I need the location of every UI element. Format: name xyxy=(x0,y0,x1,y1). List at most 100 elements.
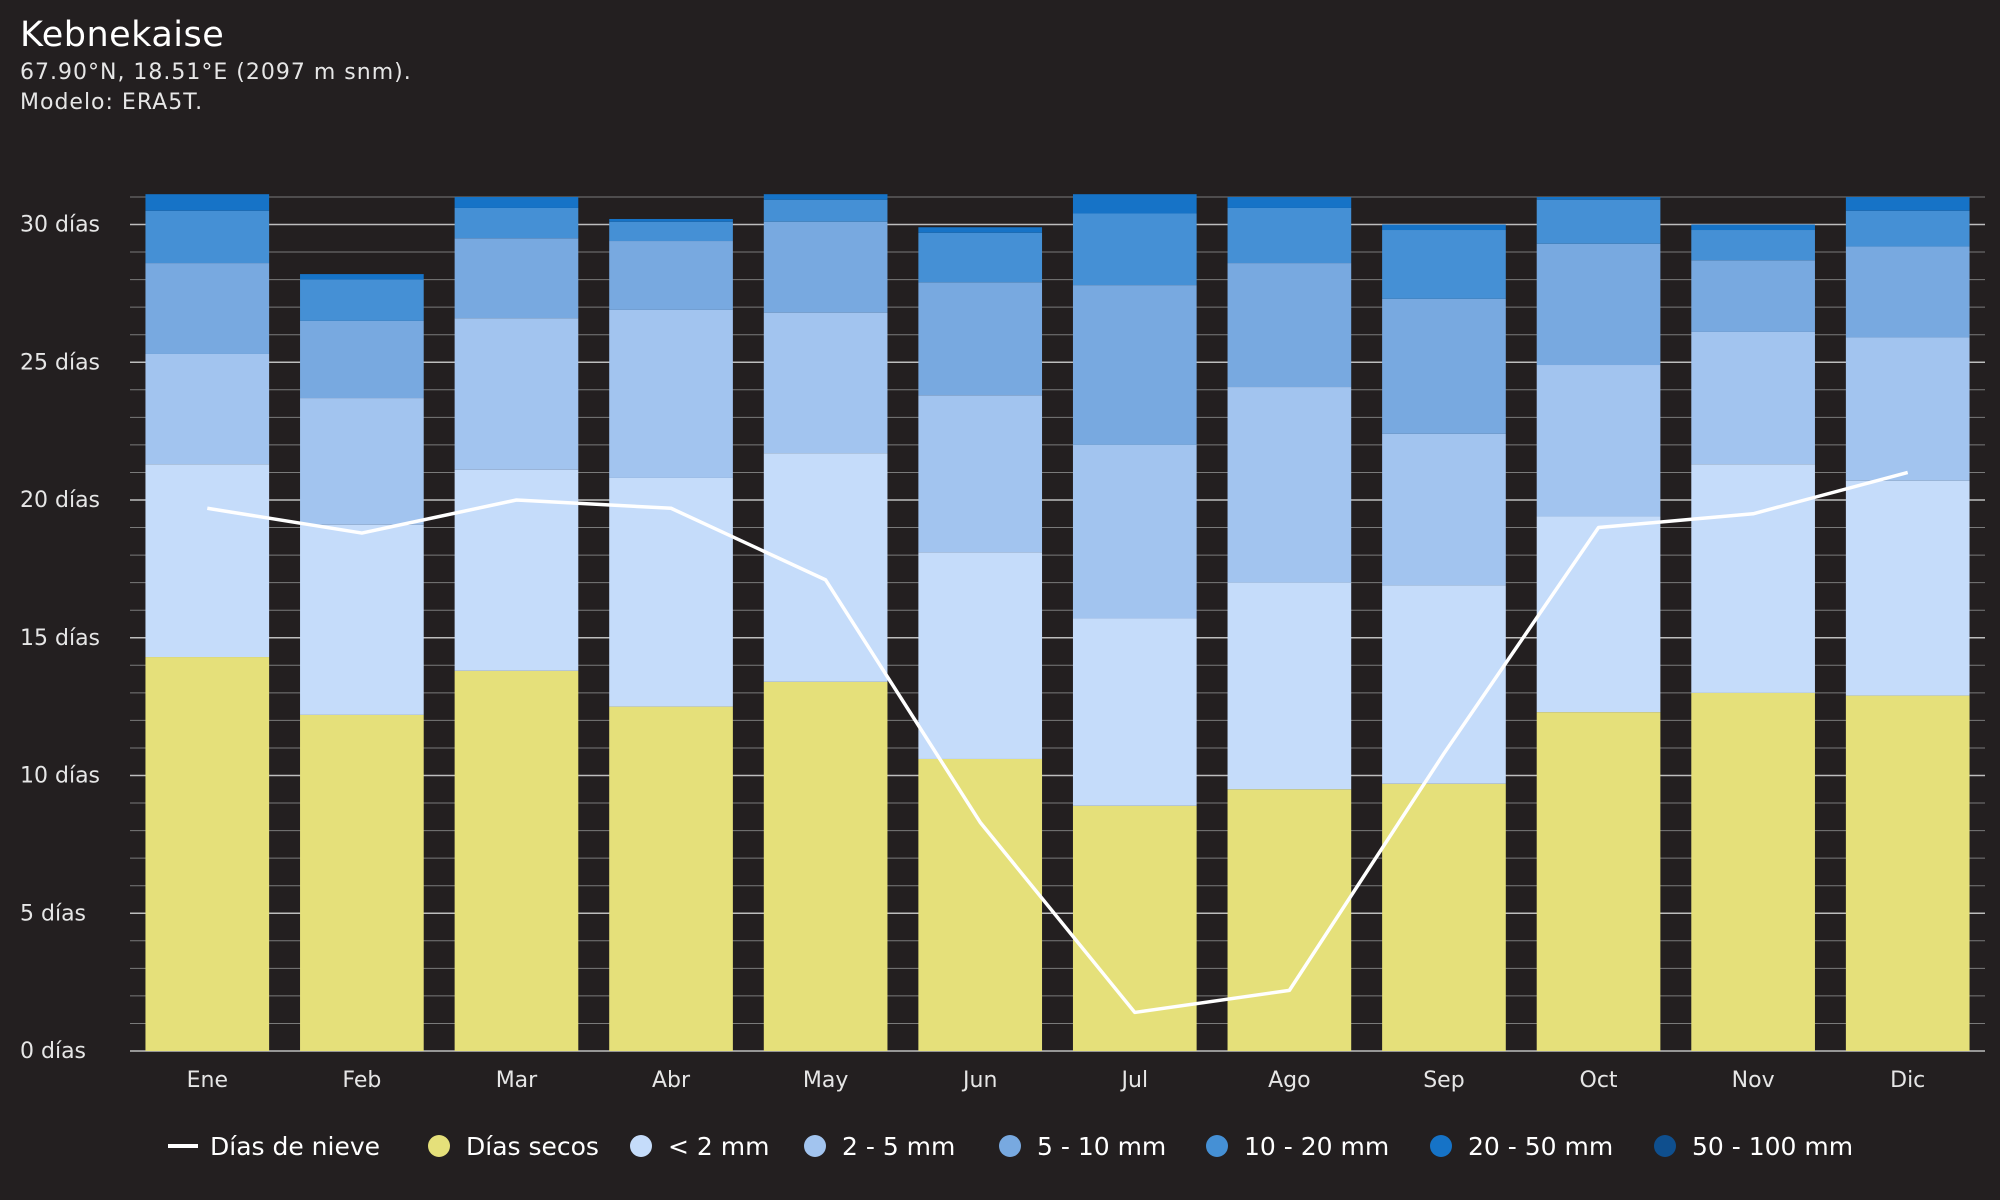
y-tick-label: 0 días xyxy=(20,1039,86,1064)
legend[interactable]: Días de nieve Días secos < 2 mm 2 - 5 mm 5 -… xyxy=(168,1132,1853,1161)
bar-segment[interactable] xyxy=(145,263,270,354)
legend-item[interactable]: 50 - 100 mm xyxy=(1654,1132,1853,1161)
bar-segment[interactable] xyxy=(1072,213,1197,286)
bar-segment[interactable] xyxy=(763,312,888,454)
bar-segment[interactable] xyxy=(1382,298,1506,434)
x-tick-label: Dic xyxy=(1890,1068,1925,1093)
snow-days-line-path[interactable] xyxy=(207,470,1909,1015)
bar-segment[interactable] xyxy=(1072,618,1197,806)
x-tick-label: Sep xyxy=(1423,1068,1464,1093)
bar-segment[interactable] xyxy=(145,210,270,264)
bar-segment[interactable] xyxy=(1227,789,1352,1051)
bar-segment[interactable] xyxy=(145,657,270,1051)
bar-segment[interactable] xyxy=(1845,695,1970,1051)
bar-segment[interactable] xyxy=(300,524,424,715)
bar-segment[interactable] xyxy=(1845,196,1970,211)
bar-segment[interactable] xyxy=(454,196,579,208)
legend-label: 10 - 20 mm xyxy=(1244,1132,1389,1161)
bar-segment[interactable] xyxy=(1072,194,1197,214)
bar-segment[interactable] xyxy=(763,199,888,222)
bar-segment[interactable] xyxy=(763,194,888,200)
bar-segment[interactable] xyxy=(1691,260,1815,332)
bar-segment[interactable] xyxy=(609,218,733,222)
chart-header: Kebnekaise 67.90°N, 18.51°E (2097 m snm)… xyxy=(20,12,412,118)
legend-item[interactable]: Días secos xyxy=(428,1132,599,1161)
bar-segment[interactable] xyxy=(300,279,424,321)
legend-label: 20 - 50 mm xyxy=(1468,1132,1613,1161)
bar-segment[interactable] xyxy=(1072,805,1197,1051)
bar-segment[interactable] xyxy=(609,241,733,310)
legend-dot-swatch xyxy=(630,1135,652,1157)
bar-segment[interactable] xyxy=(1227,582,1352,790)
bar-segment[interactable] xyxy=(300,398,424,525)
bar-segment[interactable] xyxy=(1227,387,1352,583)
bar-segment[interactable] xyxy=(1536,516,1661,713)
bar-segment[interactable] xyxy=(1845,246,1970,338)
bar-segment[interactable] xyxy=(1536,243,1661,366)
bar-segment[interactable] xyxy=(918,282,1043,396)
bar-segment[interactable] xyxy=(918,395,1043,553)
x-tick-label: Oct xyxy=(1580,1068,1618,1093)
legend-item[interactable]: 5 - 10 mm xyxy=(999,1132,1166,1161)
bar-segment[interactable] xyxy=(1382,224,1506,231)
bar-segment[interactable] xyxy=(1536,199,1661,244)
legend-item[interactable]: 2 - 5 mm xyxy=(804,1132,955,1161)
legend-label: 5 - 10 mm xyxy=(1037,1132,1166,1161)
x-tick-label: Mar xyxy=(496,1068,538,1093)
bar-segment[interactable] xyxy=(1691,224,1815,231)
bar-segment[interactable] xyxy=(454,238,579,319)
bar-segment[interactable] xyxy=(1845,210,1970,247)
bar-segment[interactable] xyxy=(763,221,888,313)
bar-segment[interactable] xyxy=(1691,331,1815,465)
bar-segment[interactable] xyxy=(1691,464,1815,693)
legend-item[interactable]: Días de nieve xyxy=(168,1132,380,1161)
bar-segment[interactable] xyxy=(763,681,888,1051)
y-tick-label: 30 días xyxy=(20,213,100,238)
y-tick-label: 10 días xyxy=(20,764,100,789)
bar-segment[interactable] xyxy=(1845,480,1970,696)
y-tick-label: 20 días xyxy=(20,488,100,513)
bar-segment[interactable] xyxy=(1227,263,1352,388)
x-tick-label: Feb xyxy=(342,1068,381,1093)
legend-label: < 2 mm xyxy=(668,1132,769,1161)
bar-segment[interactable] xyxy=(1227,207,1352,264)
legend-item[interactable]: 20 - 50 mm xyxy=(1430,1132,1613,1161)
bar-segment[interactable] xyxy=(609,706,733,1051)
legend-dot-swatch xyxy=(999,1135,1021,1157)
bar-segment[interactable] xyxy=(918,552,1043,759)
bar-segment[interactable] xyxy=(1072,285,1197,445)
bar-segment[interactable] xyxy=(1072,444,1197,619)
legend-item[interactable]: 10 - 20 mm xyxy=(1206,1132,1389,1161)
bar-segment[interactable] xyxy=(454,318,579,470)
legend-label: Días de nieve xyxy=(210,1132,380,1161)
bar-segment[interactable] xyxy=(1536,712,1661,1051)
bar-segment[interactable] xyxy=(454,670,579,1051)
bar-segment[interactable] xyxy=(1227,196,1352,208)
legend-label: 50 - 100 mm xyxy=(1692,1132,1853,1161)
bar-segment[interactable] xyxy=(1382,783,1506,1051)
bar-segment[interactable] xyxy=(1382,433,1506,586)
bar-segment[interactable] xyxy=(145,353,270,465)
x-tick-label: Ago xyxy=(1268,1068,1310,1093)
bar-segment[interactable] xyxy=(609,221,733,242)
bar-segment[interactable] xyxy=(454,207,579,239)
bar-segment[interactable] xyxy=(1536,365,1661,517)
bar-segment[interactable] xyxy=(609,477,733,707)
bar-segment[interactable] xyxy=(1691,230,1815,261)
bar-segment[interactable] xyxy=(300,714,424,1051)
legend-item[interactable]: < 2 mm xyxy=(630,1132,769,1161)
bar-segment[interactable] xyxy=(300,274,424,280)
bar-segment[interactable] xyxy=(300,320,424,399)
x-axis-labels: Ene Feb Mar Abr May Jun Jul Ago Sep Oct Nov Dic xyxy=(187,1068,1926,1093)
bar-segment[interactable] xyxy=(918,758,1043,1051)
x-tick-label: May xyxy=(803,1068,848,1093)
bar-segment[interactable] xyxy=(1845,337,1970,481)
bar-segment[interactable] xyxy=(609,309,733,478)
bar-segment[interactable] xyxy=(145,194,270,211)
bar-segment[interactable] xyxy=(145,464,270,658)
bar-segment[interactable] xyxy=(1382,230,1506,299)
bar-segment[interactable] xyxy=(918,227,1043,233)
bar-segment[interactable] xyxy=(918,232,1043,283)
bar-segment[interactable] xyxy=(1691,692,1815,1051)
bar-segment[interactable] xyxy=(1536,196,1661,200)
